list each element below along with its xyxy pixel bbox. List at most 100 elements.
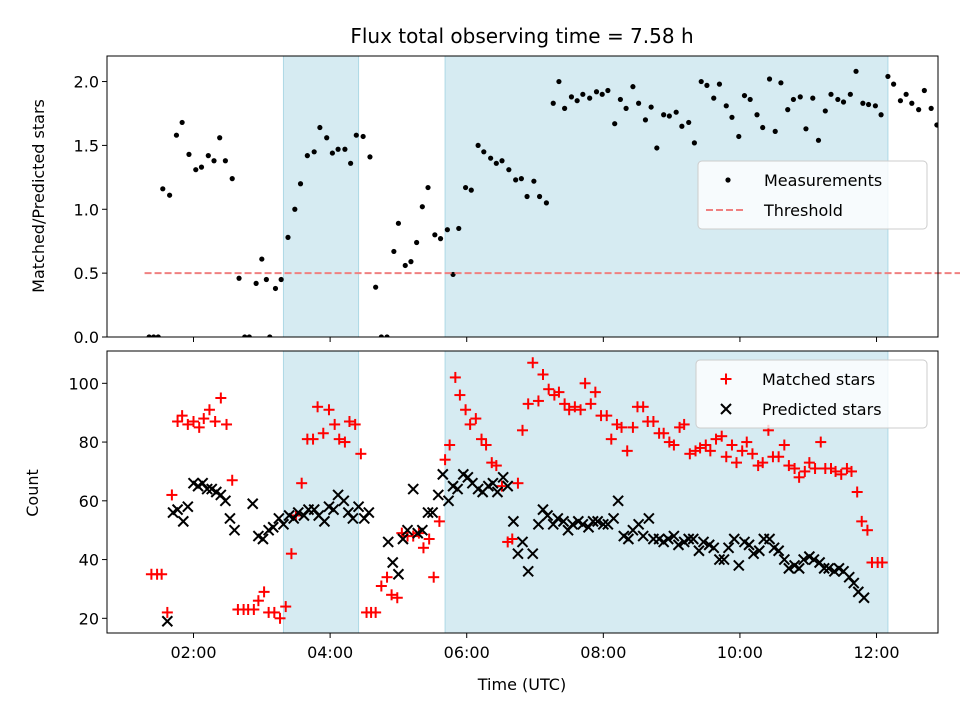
x-bar bbox=[501, 480, 514, 492]
x-bar bbox=[753, 545, 765, 557]
x-bar bbox=[323, 500, 335, 513]
x-bar bbox=[338, 495, 350, 507]
x-bar bbox=[833, 562, 845, 575]
x-bar bbox=[327, 503, 340, 516]
predicted-star-point bbox=[487, 477, 499, 489]
x-bar bbox=[843, 571, 855, 583]
x-bar bbox=[257, 533, 269, 545]
predicted-star-point bbox=[566, 518, 579, 531]
x-bar bbox=[852, 586, 865, 598]
x-tick-label: 08:00 bbox=[580, 643, 626, 662]
matched-star-point bbox=[861, 524, 873, 536]
x-bar bbox=[793, 562, 805, 575]
predicted-star-point bbox=[392, 568, 405, 580]
x-bar bbox=[697, 536, 710, 548]
measurement-point bbox=[193, 167, 199, 173]
matched-star-point bbox=[773, 451, 785, 463]
predicted-star-point bbox=[451, 483, 464, 495]
measurement-point bbox=[253, 280, 259, 286]
matched-star-point bbox=[575, 404, 587, 416]
predicted-star-point bbox=[622, 533, 635, 545]
x-bar bbox=[363, 506, 375, 519]
matched-star-point bbox=[553, 386, 565, 398]
x-bar bbox=[541, 509, 554, 522]
predicted-star-point bbox=[527, 547, 539, 560]
measurement-point bbox=[317, 124, 323, 131]
x-bar bbox=[332, 489, 344, 501]
predicted-star-point bbox=[228, 524, 241, 536]
matched-star-point bbox=[407, 530, 419, 542]
y-tick-label: 40 bbox=[79, 551, 99, 570]
matched-star-point bbox=[386, 589, 398, 601]
x-bar bbox=[416, 524, 429, 536]
matched-star-point bbox=[317, 427, 329, 439]
x-bar bbox=[177, 515, 189, 528]
measurement-point bbox=[766, 76, 773, 82]
measurement-point bbox=[378, 334, 384, 337]
measurement-point bbox=[395, 220, 402, 226]
matched-star-point bbox=[274, 612, 286, 624]
predicted-star-point bbox=[708, 542, 720, 554]
predicted-star-point bbox=[793, 562, 805, 575]
matched-star-point bbox=[307, 433, 319, 445]
measurement-point bbox=[304, 153, 310, 159]
y-tick-label: 20 bbox=[79, 609, 99, 628]
x-bar bbox=[392, 568, 405, 580]
predicted-star-point bbox=[224, 512, 236, 525]
measurement-point bbox=[605, 87, 611, 94]
matched-star-point bbox=[710, 433, 722, 445]
x-bar bbox=[512, 547, 524, 560]
matched-star-point bbox=[815, 436, 827, 448]
measurement-point bbox=[531, 178, 537, 184]
x-bar bbox=[532, 518, 545, 531]
x-bar bbox=[522, 565, 534, 578]
matched-star-point bbox=[428, 571, 440, 583]
matched-star-point bbox=[678, 418, 690, 430]
measurement-point bbox=[747, 96, 753, 103]
matched-star-point bbox=[226, 474, 238, 486]
measurement-point bbox=[329, 150, 335, 156]
matched-star-point bbox=[621, 445, 633, 457]
predicted-star-point bbox=[292, 506, 304, 519]
x-bar bbox=[308, 503, 320, 516]
measurement-point bbox=[550, 100, 556, 106]
measurement-point bbox=[556, 78, 562, 85]
measurement-point bbox=[840, 99, 847, 105]
matched-star-point bbox=[506, 533, 518, 545]
legend-box bbox=[695, 359, 928, 429]
x-tick-label: 06:00 bbox=[444, 643, 490, 662]
matched-star-point bbox=[799, 465, 811, 477]
measurement-point bbox=[636, 100, 642, 106]
predicted-star-point bbox=[432, 489, 444, 501]
matched-star-point bbox=[329, 418, 341, 430]
predicted-star-point bbox=[743, 539, 755, 551]
matched-star-point bbox=[198, 413, 210, 425]
x-bar bbox=[643, 512, 655, 525]
measurement-point bbox=[828, 91, 834, 97]
matched-star-point bbox=[876, 557, 888, 568]
x-bar bbox=[196, 477, 209, 489]
matched-star-point bbox=[783, 460, 795, 472]
matched-star-point bbox=[476, 433, 488, 445]
measurement-point bbox=[373, 284, 379, 290]
matched-star-point bbox=[746, 448, 758, 460]
measurement-point bbox=[736, 133, 742, 140]
x-bar bbox=[668, 530, 680, 542]
predicted-star-point bbox=[718, 553, 730, 566]
measurement-point bbox=[790, 96, 797, 103]
x-bar bbox=[401, 524, 414, 536]
predicted-star-point bbox=[437, 468, 449, 481]
x-bar bbox=[397, 533, 409, 545]
predicted-star-point bbox=[797, 553, 810, 566]
y-tick-label: 0.5 bbox=[74, 264, 99, 283]
measurement-point bbox=[524, 193, 530, 200]
x-bar bbox=[387, 556, 399, 569]
measurement-point bbox=[488, 155, 494, 161]
predicted-star-point bbox=[612, 495, 624, 507]
matched-star-point bbox=[856, 515, 868, 527]
top-panel: 0.0 0.5 1.0 1.5 2.0 Measurements Threshold bbox=[74, 55, 960, 347]
measurement-point bbox=[612, 121, 618, 127]
measurement-point bbox=[414, 239, 420, 246]
measurement-point bbox=[246, 334, 252, 337]
predicted-star-point bbox=[407, 483, 419, 495]
